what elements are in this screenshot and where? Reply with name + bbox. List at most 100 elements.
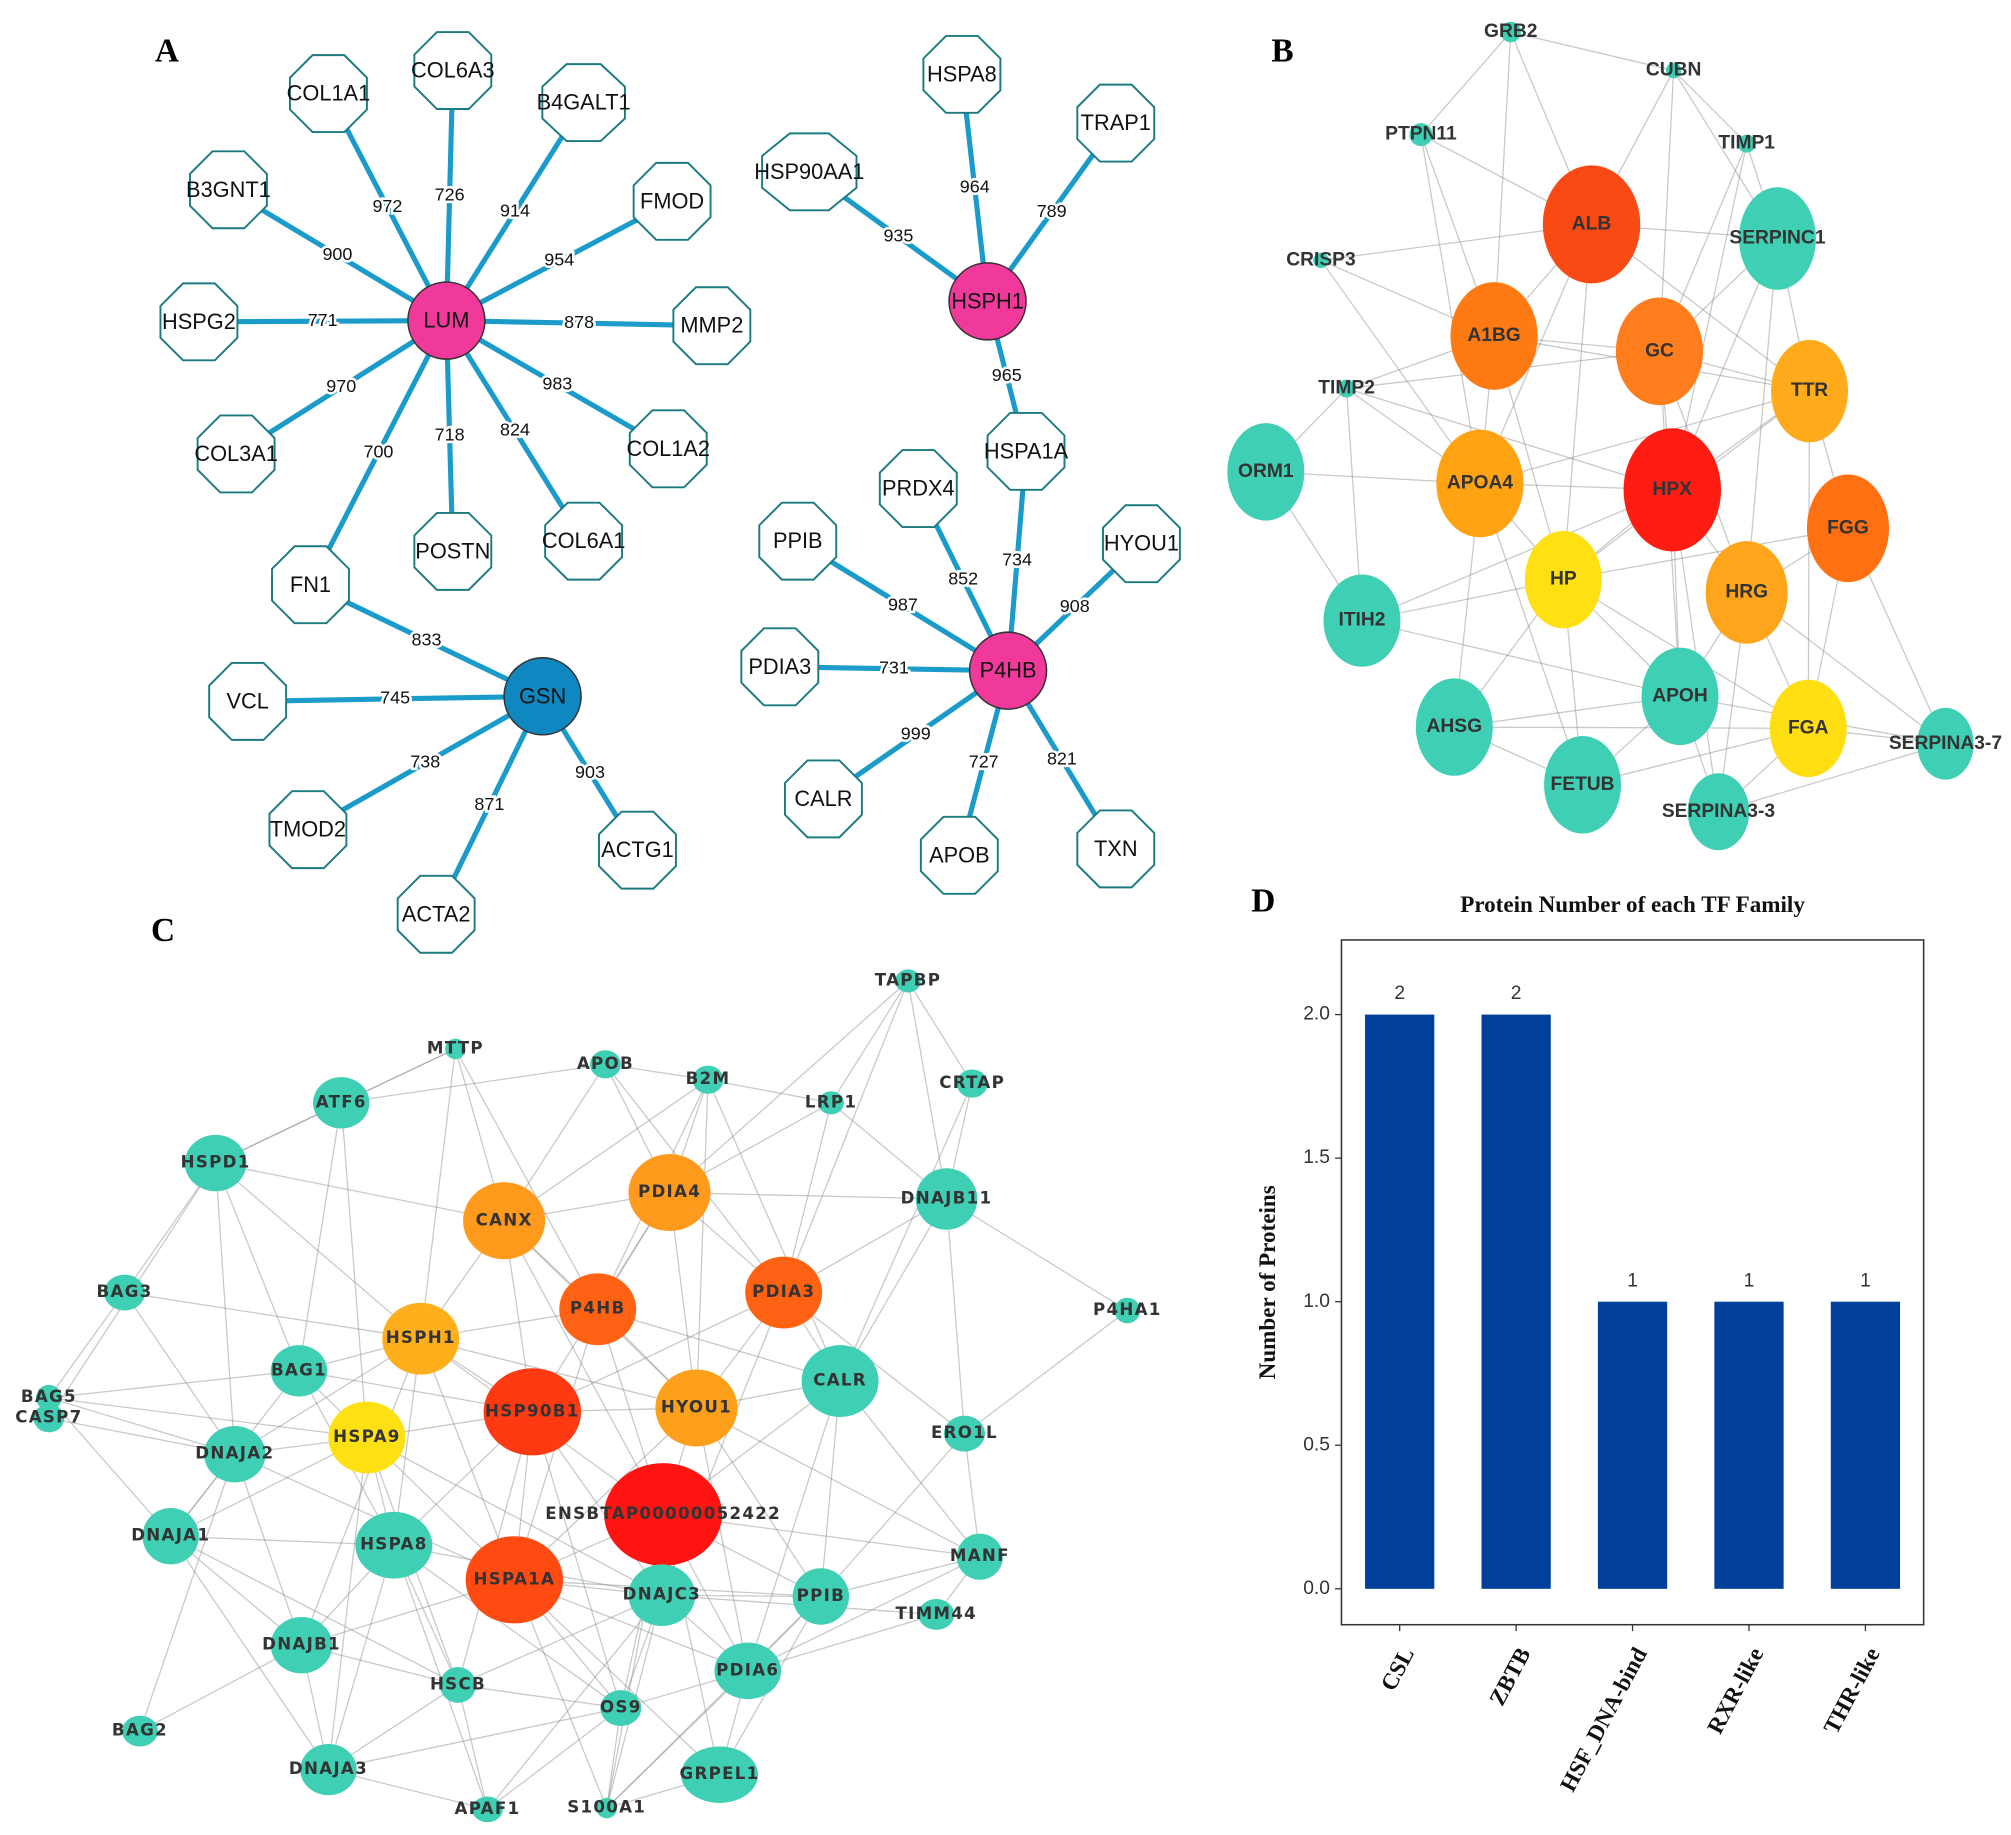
edge — [170, 1535, 459, 1686]
bar — [1714, 1301, 1784, 1589]
node — [598, 810, 677, 890]
edge — [445, 318, 670, 452]
node — [628, 1564, 696, 1626]
node-label: CALR — [794, 786, 852, 811]
hub-node — [407, 281, 486, 360]
node — [1313, 252, 1329, 269]
node — [919, 815, 999, 895]
node-label: COL3A1 — [194, 441, 278, 466]
edge — [326, 92, 449, 322]
node — [196, 414, 276, 494]
edge — [605, 1063, 709, 1081]
value-label: 1 — [1627, 1270, 1638, 1291]
edge — [124, 1291, 421, 1340]
edge-weight: 718 — [435, 425, 465, 445]
edge — [1563, 527, 1849, 581]
node — [270, 1345, 328, 1397]
node-label: VCL — [226, 688, 268, 713]
node-label: PDIA4 — [638, 1182, 701, 1201]
node-label: ITIH2 — [1338, 610, 1385, 631]
node — [1623, 428, 1722, 552]
node-label: SERPINC1 — [1729, 228, 1825, 249]
node-label: FETUB — [1551, 774, 1615, 795]
edge-weight: 914 — [500, 200, 530, 220]
node — [300, 1743, 357, 1796]
edge — [366, 1436, 663, 1596]
bar — [1597, 1301, 1668, 1589]
node — [1409, 123, 1433, 147]
edge — [340, 1102, 368, 1438]
node — [1769, 679, 1847, 778]
node — [943, 1415, 985, 1452]
node — [1641, 647, 1719, 746]
node-label: S100A1 — [567, 1798, 646, 1817]
bar — [1830, 1301, 1901, 1589]
edge — [444, 101, 586, 322]
node-label: BAG1 — [271, 1360, 327, 1379]
edge-weight: 999 — [901, 724, 931, 744]
node-label: CASP7 — [15, 1408, 82, 1427]
edge — [486, 1594, 663, 1810]
node — [33, 1404, 65, 1433]
edge — [1479, 390, 1810, 485]
edge — [327, 1545, 395, 1770]
edge-weight: 852 — [948, 568, 978, 588]
node — [628, 1154, 711, 1232]
node — [396, 874, 476, 954]
node-label: ORM1 — [1238, 461, 1294, 482]
node — [204, 1425, 266, 1483]
node-label: PDIA6 — [716, 1660, 779, 1679]
edge — [597, 1308, 841, 1382]
edge-weight: 789 — [1037, 201, 1067, 221]
node — [445, 1038, 466, 1060]
edge — [783, 980, 909, 1293]
node — [184, 1134, 247, 1192]
edge — [214, 1163, 236, 1455]
edge — [695, 1079, 709, 1409]
panel-label: D — [1251, 883, 1275, 920]
edge — [669, 1191, 947, 1200]
node — [758, 501, 838, 581]
value-label: 1 — [1860, 1270, 1871, 1291]
edge — [446, 318, 712, 329]
edge — [696, 1407, 981, 1558]
edge — [695, 1407, 749, 1671]
node-label: CANX — [476, 1210, 533, 1229]
edge — [1673, 70, 1748, 145]
edge — [247, 693, 543, 704]
node — [121, 1715, 158, 1747]
node — [268, 790, 348, 870]
edge-weight: 954 — [544, 250, 574, 270]
edge — [234, 1453, 303, 1646]
node-label: HSPG2 — [162, 309, 236, 334]
node — [1524, 530, 1602, 629]
edge-weight: 908 — [1060, 596, 1090, 616]
node — [915, 1168, 978, 1230]
edge-weight: 700 — [363, 441, 393, 461]
edge — [907, 980, 948, 1200]
node-label: HSP90B1 — [485, 1401, 580, 1420]
edge — [669, 980, 909, 1194]
node — [1101, 504, 1181, 584]
node-label: TXN — [1094, 836, 1138, 861]
node-label: P4HB — [570, 1299, 626, 1318]
node-label: TIMM44 — [895, 1604, 977, 1623]
edge — [48, 1397, 367, 1439]
node-label: B2M — [686, 1069, 731, 1088]
node-label: APOB — [577, 1054, 634, 1073]
node — [472, 1796, 503, 1823]
edge — [420, 1338, 697, 1409]
hub-node — [948, 262, 1027, 341]
edge — [444, 319, 586, 543]
node-label: OS9 — [600, 1698, 642, 1717]
node-label: APOA4 — [1447, 473, 1514, 494]
node-label: BAG3 — [97, 1282, 153, 1301]
edge — [945, 1198, 966, 1434]
edge — [298, 1102, 342, 1371]
node — [1114, 1297, 1141, 1324]
plot-frame — [1340, 939, 1925, 1626]
x-tick-label: THR-like — [1818, 1643, 1885, 1738]
edge-weight: 983 — [542, 373, 572, 393]
edge — [48, 1417, 235, 1455]
node — [1323, 574, 1401, 667]
